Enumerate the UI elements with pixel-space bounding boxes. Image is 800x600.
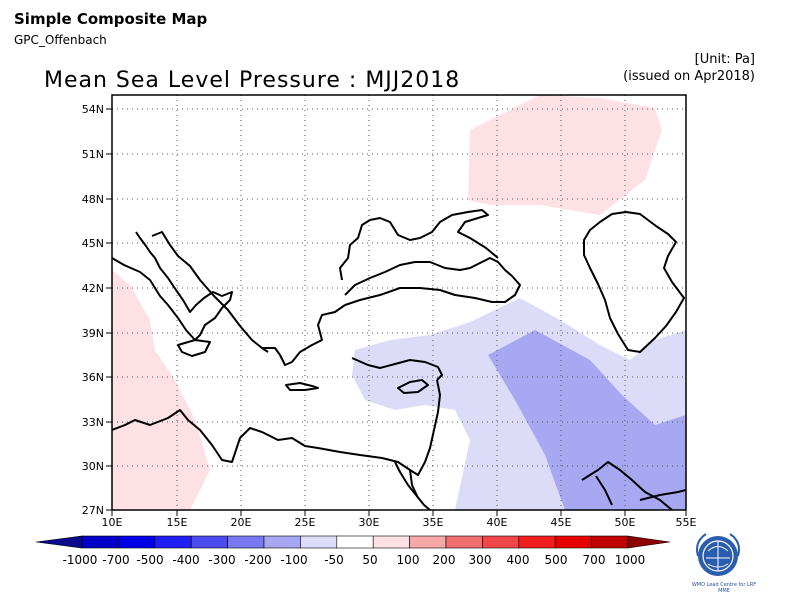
lat-label: 39N bbox=[82, 327, 104, 340]
colorbar-label: -200 bbox=[244, 553, 271, 567]
colorbar-label: -1000 bbox=[63, 553, 98, 567]
graticule bbox=[112, 95, 686, 510]
cyprus bbox=[397, 379, 429, 394]
lon-label: 50E bbox=[615, 516, 636, 529]
colorbar-swatch bbox=[445, 535, 483, 549]
colorbar-label: -300 bbox=[208, 553, 235, 567]
colorbar-swatch bbox=[518, 535, 556, 549]
issued-label: (issued on Apr2018) bbox=[623, 69, 755, 84]
app-subtitle: GPC_Offenbach bbox=[14, 33, 107, 47]
colorbar-label: 700 bbox=[583, 553, 606, 567]
sicily bbox=[177, 339, 211, 357]
lon-label: 15E bbox=[167, 516, 188, 529]
lon-label: 55E bbox=[676, 516, 697, 529]
colorbar-label: 300 bbox=[469, 553, 492, 567]
caspian-sea bbox=[583, 211, 685, 353]
anomaly-shading bbox=[112, 95, 686, 510]
lon-label: 40E bbox=[487, 516, 508, 529]
negative-anomaly-medium bbox=[488, 330, 686, 510]
colorbar-label: -700 bbox=[102, 553, 129, 567]
colorbar-label: -500 bbox=[136, 553, 163, 567]
colorbar-swatch bbox=[554, 535, 592, 549]
colorbar-swatch bbox=[409, 535, 447, 549]
arabia-coast bbox=[595, 475, 613, 506]
black-sea-north bbox=[339, 209, 499, 281]
crete bbox=[285, 382, 319, 391]
colorbar-label: 50 bbox=[362, 553, 377, 567]
lat-label: 48N bbox=[82, 193, 104, 206]
axis-ticks bbox=[106, 108, 687, 516]
map-title: Mean Sea Level Pressure : MJJ2018 bbox=[44, 68, 461, 93]
colorbar-arrow-low bbox=[35, 535, 83, 549]
greece-coast bbox=[262, 304, 346, 366]
colorbar-label: 400 bbox=[507, 553, 530, 567]
colorbar-swatch bbox=[482, 535, 520, 549]
colorbar-label: 500 bbox=[545, 553, 568, 567]
longitude-labels: 10E 15E 20E 25E 30E 35E 40E 45E 50E 55E bbox=[102, 516, 697, 529]
anatolia-coast bbox=[344, 257, 521, 306]
colorbar-swatch bbox=[190, 535, 228, 549]
colorbar-label: -50 bbox=[324, 553, 344, 567]
colorbar-swatch bbox=[81, 535, 119, 549]
unit-label: [Unit: Pa] bbox=[694, 52, 755, 67]
colorbar-swatch bbox=[154, 535, 192, 549]
colorbar-swatch bbox=[336, 535, 374, 549]
lat-label: 54N bbox=[82, 103, 104, 116]
lat-label: 42N bbox=[82, 282, 104, 295]
colorbar-labels: -1000 -700 -500 -400 -300 -200 -100 -50 … bbox=[63, 553, 646, 567]
adriatic-east-coast bbox=[151, 231, 269, 353]
lon-label: 35E bbox=[423, 516, 444, 529]
app-title: Simple Composite Map bbox=[14, 10, 208, 28]
southeast-coast bbox=[639, 489, 686, 501]
colorbar-arrow-high bbox=[627, 535, 671, 549]
persian-gulf-coast bbox=[581, 461, 673, 510]
lat-label: 33N bbox=[82, 416, 104, 429]
latitude-labels: 54N 51N 48N 45N 42N 39N 36N 33N 30N 27N bbox=[82, 103, 104, 517]
lon-label: 45E bbox=[551, 516, 572, 529]
colorbar bbox=[35, 535, 671, 549]
lat-label: 36N bbox=[82, 371, 104, 384]
colorbar-label: -100 bbox=[280, 553, 307, 567]
colorbar-swatch bbox=[591, 535, 629, 549]
colorbar-label: -400 bbox=[172, 553, 199, 567]
positive-anomaly-west bbox=[112, 270, 210, 510]
coastlines bbox=[112, 209, 686, 510]
colorbar-label: 100 bbox=[397, 553, 420, 567]
colorbar-swatch bbox=[118, 535, 156, 549]
sinai bbox=[409, 469, 419, 499]
north-africa-coast bbox=[112, 379, 441, 476]
colorbar-swatch bbox=[372, 535, 410, 549]
colorbar-label: 200 bbox=[433, 553, 456, 567]
logo-caption: WMO Lead Centre for LRF MME bbox=[691, 582, 757, 594]
lon-label: 20E bbox=[231, 516, 252, 529]
lat-label: 30N bbox=[82, 460, 104, 473]
lon-label: 25E bbox=[295, 516, 316, 529]
colorbar-swatch bbox=[263, 535, 301, 549]
colorbar-swatch bbox=[227, 535, 265, 549]
colorbar-swatch bbox=[300, 535, 338, 549]
lat-label: 45N bbox=[82, 237, 104, 250]
map-frame bbox=[111, 94, 687, 511]
lat-label: 51N bbox=[82, 148, 104, 161]
wmo-logo bbox=[696, 533, 740, 576]
colorbar-label: 1000 bbox=[615, 553, 646, 567]
red-sea-coast bbox=[394, 461, 431, 510]
italy-coast bbox=[112, 231, 233, 341]
turkey-south-coast bbox=[351, 357, 443, 381]
lat-label: 27N bbox=[82, 504, 104, 517]
lon-label: 10E bbox=[102, 516, 123, 529]
positive-anomaly-north bbox=[468, 95, 662, 215]
lon-label: 30E bbox=[359, 516, 380, 529]
